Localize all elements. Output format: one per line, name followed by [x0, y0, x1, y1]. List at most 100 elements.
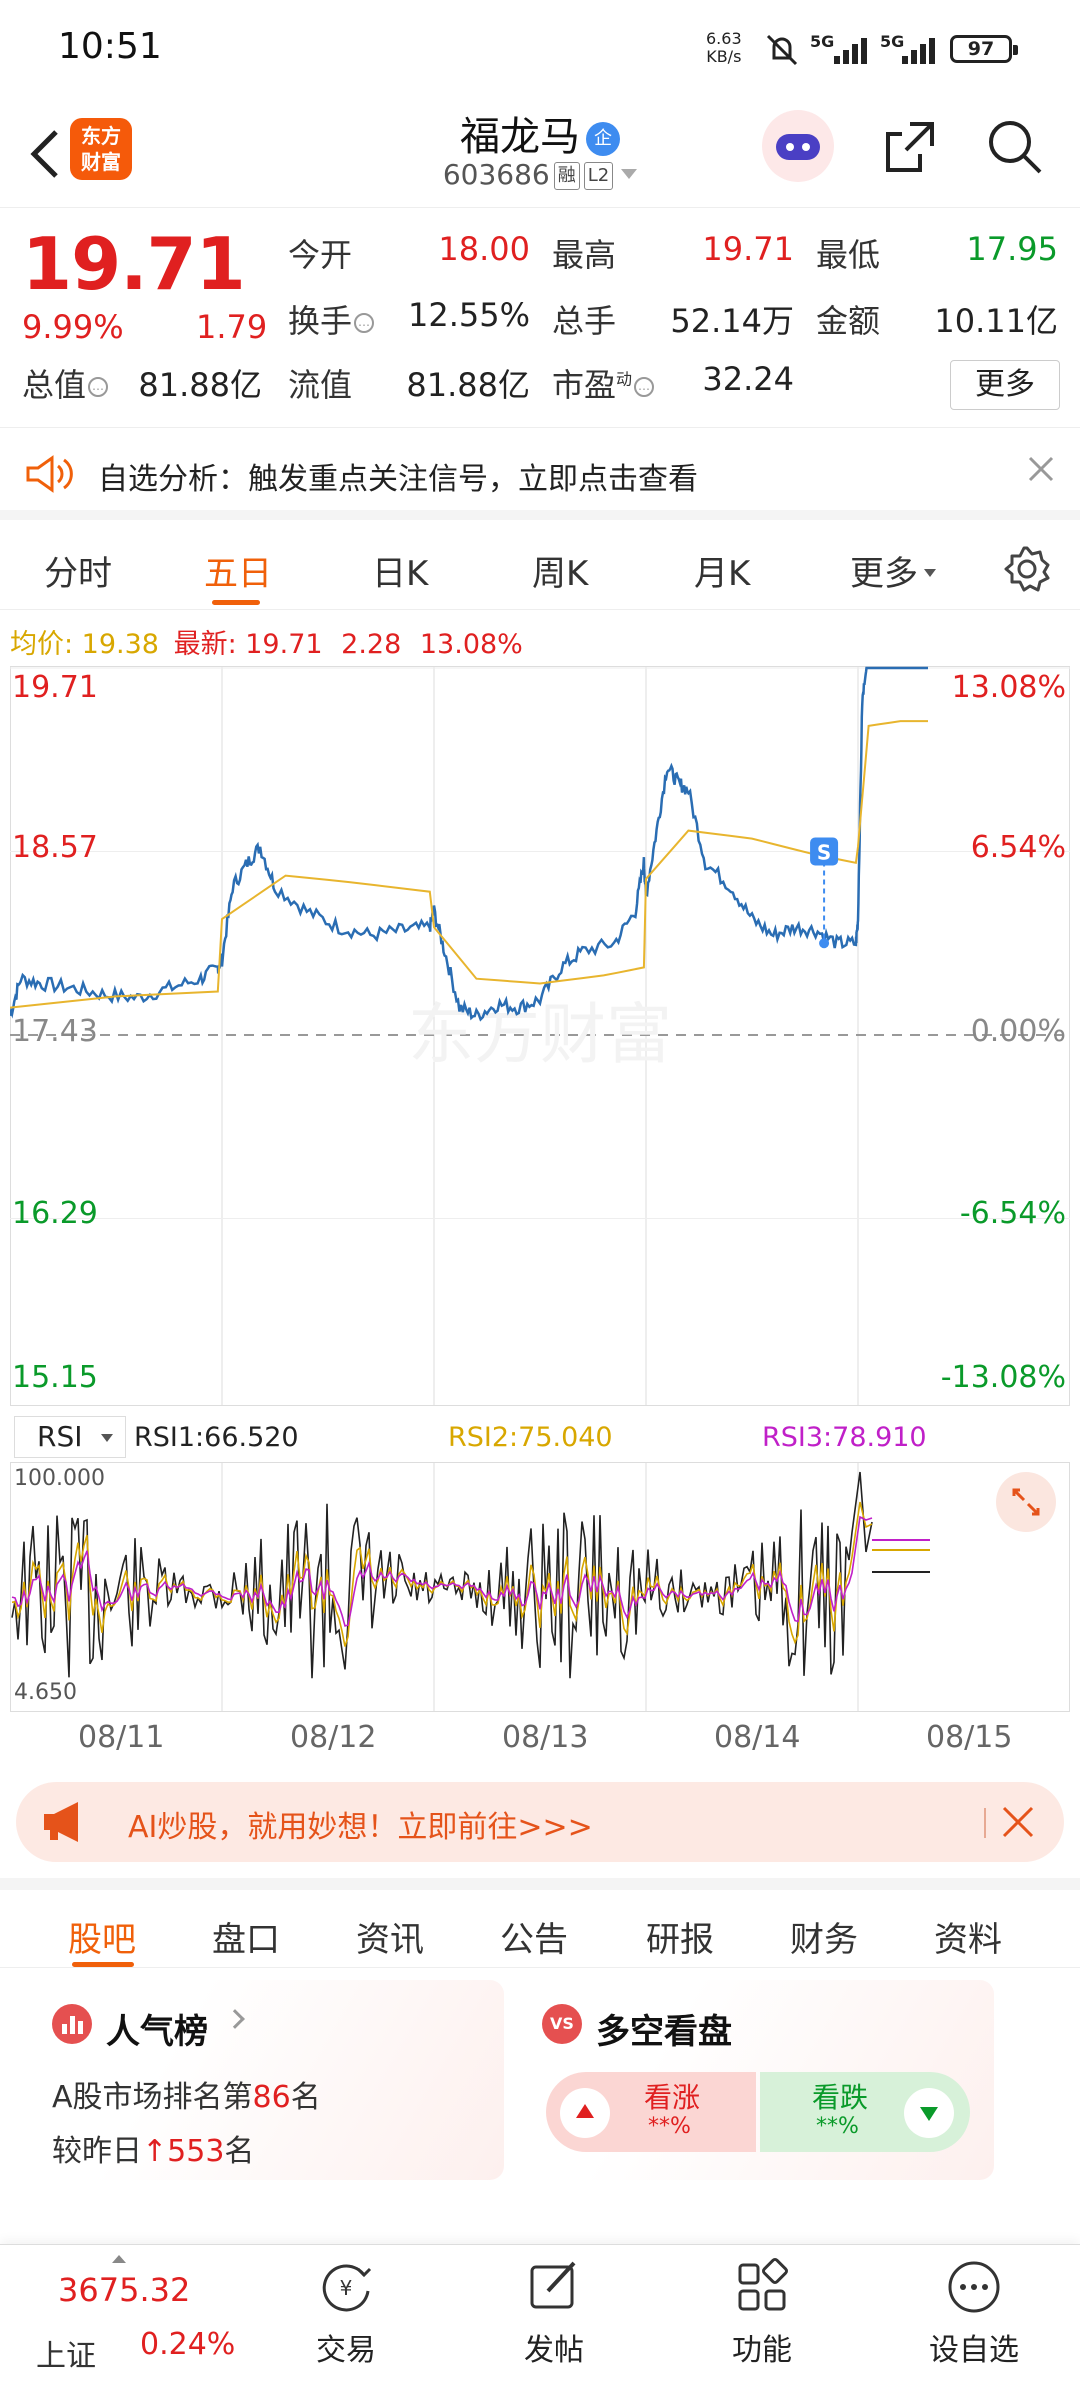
- arrow-up-icon[interactable]: [560, 2088, 610, 2138]
- back-icon[interactable]: [22, 122, 72, 182]
- tab-news[interactable]: 资讯: [356, 1920, 424, 1960]
- info-icon[interactable]: …: [88, 377, 109, 397]
- index-name: 上证: [36, 2339, 96, 2374]
- analysis-notice[interactable]: 自选分析：触发重点关注信号，立即点击查看: [0, 428, 1080, 520]
- float-cap-label: 流值: [288, 366, 353, 404]
- tab-announcements[interactable]: 公告: [500, 1920, 568, 1960]
- info-icon[interactable]: …: [634, 377, 655, 397]
- yuan-refresh-icon: ¥: [322, 2264, 372, 2312]
- tab-intraday[interactable]: 分时: [44, 554, 112, 594]
- chevron-down-icon[interactable]: [621, 169, 638, 179]
- ai-promo-banner[interactable]: AI炒股，就用妙想！立即前往>>>: [16, 1782, 1064, 1862]
- bull-bear-card: VS 多空看盘 看涨 **% 看跌 **%: [522, 1980, 994, 2180]
- level2-tag: L2: [583, 162, 614, 190]
- expand-icon[interactable]: [996, 1472, 1056, 1532]
- sim2-label: 5G: [880, 32, 905, 51]
- tab-financials[interactable]: 财务: [790, 1920, 858, 1960]
- search-icon[interactable]: [984, 116, 1044, 176]
- bear-percent: **%: [816, 2114, 859, 2139]
- rsi-chart[interactable]: 100.000 4.650: [10, 1462, 1070, 1712]
- float-cap-value: 81.88亿: [406, 366, 530, 404]
- rsi-bottom-label: 4.650: [14, 1680, 77, 1705]
- net-speed: 6.63 KB/s: [706, 29, 742, 66]
- y-right-tick: 0.00%: [970, 1014, 1066, 1049]
- chevron-right-icon: [225, 2009, 245, 2029]
- popularity-rank: A股市场排名第86名: [52, 2080, 321, 2115]
- open-value: 18.00: [438, 230, 530, 268]
- nav-trade[interactable]: ¥ 交易: [276, 2257, 416, 2369]
- date-label: 08/11: [78, 1720, 165, 1755]
- sim1-label: 5G: [810, 32, 835, 51]
- rsi3-value: RSI3:78.910: [762, 1422, 927, 1453]
- nav-add-watchlist[interactable]: 设自选: [904, 2257, 1044, 2369]
- rsi1-value: RSI1:66.520: [134, 1422, 299, 1453]
- app-logo[interactable]: 东方 财富: [70, 118, 132, 180]
- stock-code: 603686: [442, 158, 550, 191]
- svg-text:¥: ¥: [340, 2276, 353, 2300]
- close-icon[interactable]: [1000, 1804, 1036, 1840]
- turnover-label[interactable]: 换手…: [288, 296, 375, 342]
- enterprise-badge: 企: [586, 122, 620, 156]
- tab-monthly-k[interactable]: 月K: [694, 554, 751, 594]
- change-percent: 9.99%: [22, 308, 124, 346]
- rsi-legend: RSI RSI1:66.520 RSI2:75.040 RSI3:78.910: [10, 1410, 1070, 1462]
- signal-marker-badge: [810, 837, 839, 866]
- period-tabs: 分时 五日 日K 周K 月K 更多: [0, 520, 1080, 610]
- five-day-price-chart[interactable]: 东方财富 S 19.71 18.57 17.43 16.29 15.15 13.0…: [10, 666, 1070, 1406]
- tab-order-book[interactable]: 盘口: [212, 1920, 280, 1960]
- stock-title: 福龙马企: [0, 104, 1080, 162]
- bull-bear-title: 多空看盘: [596, 2012, 732, 2052]
- section-tabs: 股吧 盘口 资讯 公告 研报 财务 资料: [0, 1878, 1080, 1968]
- date-label: 08/15: [926, 1720, 1013, 1755]
- ranking-chart-icon: [52, 2004, 92, 2044]
- chart-legend: 均价: 19.38 最新: 19.71 2.28 13.08%: [10, 629, 523, 660]
- stock-code-row[interactable]: 603686 融 L2: [0, 158, 1080, 191]
- tab-forum[interactable]: 股吧: [68, 1920, 136, 1960]
- tab-profile[interactable]: 资料: [934, 1920, 1002, 1960]
- bull-percent: **%: [648, 2114, 691, 2139]
- signal-icon: [830, 36, 876, 64]
- nav-post[interactable]: 发帖: [484, 2257, 624, 2369]
- more-fields-button[interactable]: 更多: [950, 360, 1060, 410]
- pe-label[interactable]: 市盈动…: [552, 360, 655, 406]
- y-right-tick: -6.54%: [959, 1196, 1066, 1231]
- gear-icon[interactable]: [1002, 544, 1052, 594]
- market-cap-label[interactable]: 总值…: [22, 360, 109, 406]
- notice-text[interactable]: 自选分析：触发重点关注信号，立即点击查看: [98, 462, 698, 497]
- y-left-tick: 16.29: [12, 1196, 98, 1231]
- tab-daily-k[interactable]: 日K: [372, 554, 429, 594]
- grid-icon: [738, 2258, 788, 2311]
- index-change: 0.24%: [140, 2327, 236, 2362]
- y-right-tick: -13.08%: [940, 1360, 1066, 1395]
- open-label: 今开: [288, 236, 353, 274]
- status-bar: 10:51 6.63 KB/s 5G 5G 97: [0, 0, 1080, 100]
- pe-value: 32.24: [702, 360, 794, 398]
- tab-more[interactable]: 更多: [850, 546, 936, 595]
- tab-weekly-k[interactable]: 周K: [532, 554, 589, 594]
- info-icon[interactable]: …: [354, 313, 375, 333]
- nav-functions[interactable]: 功能: [692, 2257, 832, 2369]
- y-right-tick: 13.08%: [951, 670, 1066, 705]
- active-tab-indicator: [72, 1962, 134, 1967]
- close-icon[interactable]: [1026, 454, 1056, 484]
- rsi-chart-svg: [10, 1462, 1070, 1712]
- ai-robot-avatar[interactable]: [762, 110, 834, 182]
- arrow-down-icon[interactable]: [904, 2088, 954, 2138]
- more-dots-icon: [948, 2261, 1000, 2313]
- indicator-select[interactable]: RSI: [14, 1416, 126, 1458]
- ai-banner-text[interactable]: AI炒股，就用妙想！立即前往>>>: [128, 1810, 593, 1845]
- caret-up-icon: [112, 2255, 126, 2263]
- stock-name: 福龙马: [460, 114, 580, 160]
- high-value: 19.71: [702, 230, 794, 268]
- popularity-card[interactable]: 人气榜 A股市场排名第86名 较昨日↑553名: [32, 1980, 504, 2180]
- tab-research[interactable]: 研报: [646, 1920, 714, 1960]
- index-value: 3675.32: [58, 2271, 191, 2309]
- tab-five-day[interactable]: 五日: [204, 554, 272, 594]
- date-label: 08/12: [290, 1720, 377, 1755]
- amount-label: 金额: [816, 302, 881, 340]
- low-value: 17.95: [966, 230, 1058, 268]
- high-label: 最高: [552, 236, 617, 274]
- popularity-change: 较昨日↑553名: [52, 2134, 255, 2169]
- share-icon[interactable]: [880, 116, 940, 176]
- date-label: 08/14: [714, 1720, 801, 1755]
